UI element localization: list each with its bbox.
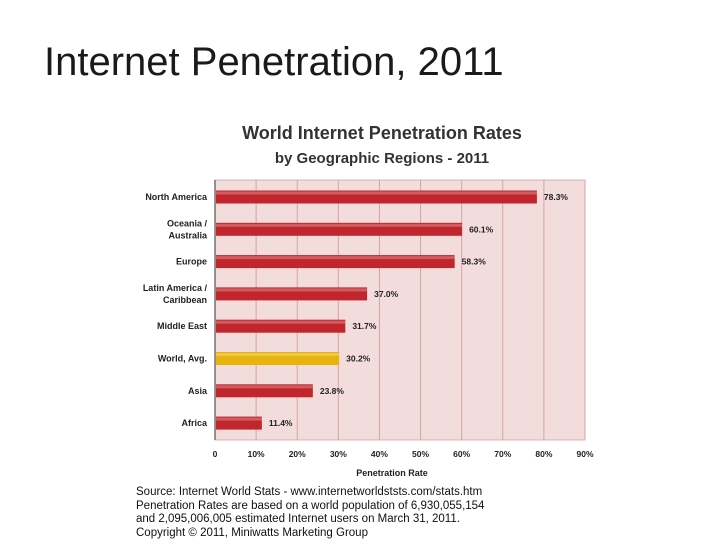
category-label: Oceania / <box>167 218 208 228</box>
category-label: World, Avg. <box>158 354 207 364</box>
bar-value-label: 31.7% <box>352 321 377 331</box>
x-tick-label: 60% <box>453 449 470 459</box>
category-label: Europe <box>176 257 207 267</box>
plot-area <box>214 179 586 441</box>
bar <box>216 287 368 301</box>
source-line: and 2,095,006,005 estimated Internet use… <box>136 513 460 525</box>
bar-value-label: 11.4% <box>269 418 293 428</box>
bar-sheen <box>216 385 313 389</box>
x-tick-label: 10% <box>248 449 265 459</box>
source-note: Source: Internet World Stats - www.inter… <box>136 486 484 540</box>
slide-title: Internet Penetration, 2011 <box>44 40 504 84</box>
category-label: Africa <box>181 418 208 428</box>
bar-sheen <box>216 191 537 195</box>
source-line: Copyright © 2011, Miniwatts Marketing Gr… <box>136 526 368 539</box>
source-line: Penetration Rates are based on a world p… <box>136 499 485 512</box>
x-tick-label: 20% <box>289 449 306 459</box>
bar-sheen <box>216 288 368 292</box>
bar <box>216 319 346 333</box>
bar-sheen <box>216 256 455 260</box>
bar <box>216 384 313 398</box>
x-tick-label: 80% <box>535 449 552 459</box>
category-label: Latin America / <box>143 283 208 293</box>
category-label: Middle East <box>157 321 207 331</box>
bar-value-label: 78.3% <box>544 192 569 202</box>
bar-sheen <box>216 223 463 227</box>
category-label: North America <box>145 192 208 202</box>
bar-value-label: 30.2% <box>346 354 371 364</box>
x-tick-label: 30% <box>330 449 347 459</box>
bar <box>216 222 463 236</box>
category-label: Australia <box>168 230 208 240</box>
bar-value-label: 58.3% <box>462 257 487 267</box>
x-axis-label: Penetration Rate <box>356 468 428 478</box>
category-label: Caribbean <box>163 295 207 305</box>
bar-sheen <box>216 353 340 356</box>
bar <box>216 190 537 204</box>
bar-value-label: 23.8% <box>320 386 345 396</box>
source-line: Source: Internet World Stats - www.inter… <box>136 486 483 498</box>
bar-value-label: 60.1% <box>469 224 494 234</box>
chart-subtitle: by Geographic Regions - 2011 <box>275 150 489 167</box>
x-tick-label: 90% <box>576 449 593 459</box>
bar <box>216 352 340 365</box>
bar <box>216 416 262 430</box>
bar-sheen <box>216 320 346 324</box>
x-tick-label: 0 <box>213 449 218 459</box>
x-tick-label: 70% <box>494 449 511 459</box>
chart-title: World Internet Penetration Rates <box>242 123 522 143</box>
bar-value-label: 37.0% <box>374 289 399 299</box>
x-tick-label: 50% <box>412 449 429 459</box>
bar <box>216 255 455 269</box>
category-label: Asia <box>188 386 208 396</box>
x-tick-label: 40% <box>371 449 388 459</box>
bar-sheen <box>216 417 262 421</box>
